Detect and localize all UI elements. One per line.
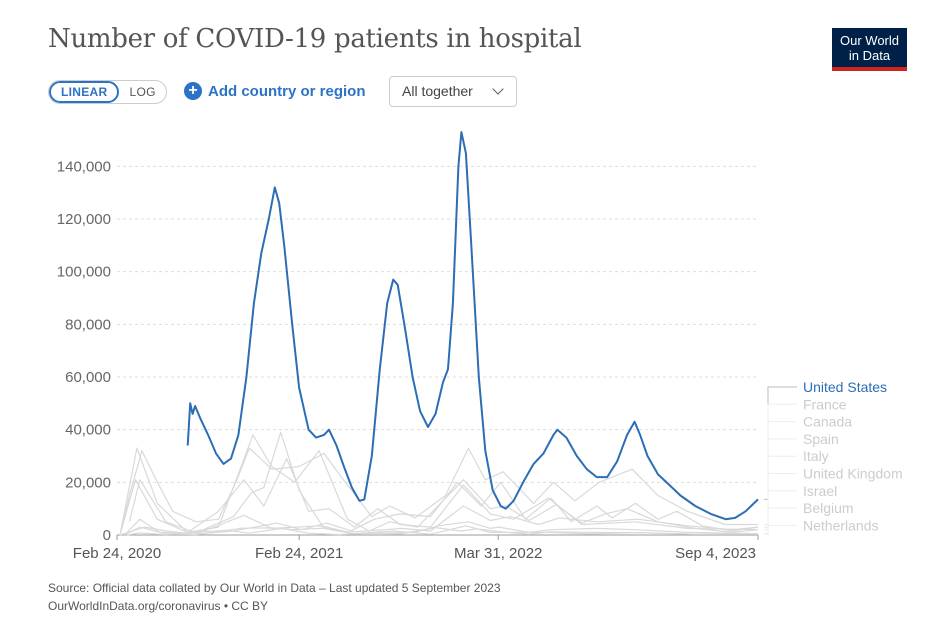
legend-label-spain: Spain bbox=[803, 431, 839, 447]
owid-logo[interactable]: Our World in Data bbox=[832, 28, 907, 71]
series-line-united-kingdom bbox=[128, 431, 759, 534]
series-line-united-states bbox=[186, 131, 759, 521]
y-tick-label: 80,000 bbox=[65, 316, 111, 333]
legend-connector bbox=[764, 490, 797, 535]
y-tick-label: 60,000 bbox=[65, 369, 111, 386]
legend-connector bbox=[764, 455, 797, 531]
logo-line-2: in Data bbox=[848, 48, 891, 63]
scale-toggle: LINEAR LOG bbox=[48, 80, 167, 104]
x-tick-label: Mar 31, 2022 bbox=[454, 545, 542, 562]
y-tick-label: 20,000 bbox=[65, 474, 111, 491]
legend-connector bbox=[764, 473, 797, 528]
legend-label-france: France bbox=[803, 396, 847, 412]
legend-label-canada: Canada bbox=[803, 414, 852, 430]
x-tick-label: Feb 24, 2020 bbox=[73, 545, 161, 562]
legend-label-united-kingdom: United Kingdom bbox=[803, 466, 903, 482]
legend-label-netherlands: Netherlands bbox=[803, 517, 879, 533]
x-tick-label: Sep 4, 2023 bbox=[675, 545, 756, 562]
y-tick-label: 140,000 bbox=[57, 158, 111, 175]
y-tick-label: 100,000 bbox=[57, 264, 111, 281]
series-line-spain bbox=[119, 458, 759, 536]
legend-connector bbox=[764, 403, 797, 525]
add-country-button[interactable]: + Add country or region bbox=[184, 80, 366, 102]
chart-title: Number of COVID-19 patients in hospital bbox=[48, 24, 582, 54]
series-line-netherlands bbox=[124, 526, 758, 536]
y-tick-label: 40,000 bbox=[65, 422, 111, 439]
add-country-label: Add country or region bbox=[208, 82, 366, 100]
y-tick-label: 0 bbox=[103, 527, 111, 544]
license-line: OurWorldInData.org/coronavirus • CC BY bbox=[48, 599, 269, 613]
facet-dropdown-value: All together bbox=[402, 83, 473, 99]
series-line-israel bbox=[126, 525, 759, 536]
legend-connector bbox=[764, 421, 797, 528]
log-scale-button[interactable]: LOG bbox=[129, 85, 156, 99]
legend-label-italy: Italy bbox=[803, 448, 829, 464]
source-line: Source: Official data collated by Our Wo… bbox=[48, 581, 501, 595]
legend-label-belgium: Belgium bbox=[803, 500, 854, 516]
source-note: Source: Official data collated by Our Wo… bbox=[48, 579, 501, 615]
linear-scale-button[interactable]: LINEAR bbox=[49, 81, 120, 103]
legend-label-israel: Israel bbox=[803, 483, 837, 499]
legend-label-united-states: United States bbox=[803, 379, 887, 395]
series-line-france bbox=[119, 447, 758, 536]
y-tick-label: 120,000 bbox=[57, 211, 111, 228]
facet-dropdown[interactable]: All together bbox=[389, 76, 517, 107]
legend-connector bbox=[764, 507, 797, 535]
plus-circle-icon: + bbox=[184, 82, 202, 100]
x-tick-label: Feb 24, 2021 bbox=[255, 545, 343, 562]
legend-connector bbox=[764, 438, 797, 531]
legend-connector bbox=[764, 524, 797, 535]
logo-line-1: Our World bbox=[840, 33, 899, 48]
